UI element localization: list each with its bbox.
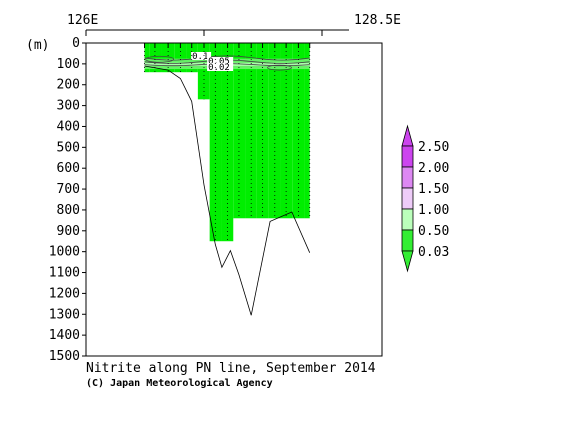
- y-tick-label: 600: [57, 161, 80, 176]
- colorbar-level-label: 2.50: [418, 140, 449, 155]
- nitrite-fill-column: [245, 43, 257, 219]
- contour-layer: 0.1 0.050.02: [144, 43, 311, 242]
- contour-label-bg: [191, 52, 212, 60]
- colorbar: 2.50 2.00 1.50 1.00 0.50 0.03: [401, 124, 449, 273]
- y-tick-label: 1000: [49, 245, 80, 260]
- y-tick-label: 1200: [49, 286, 80, 301]
- colorbar-level-label: 1.50: [418, 182, 449, 197]
- nitrite-fill-column: [304, 43, 310, 219]
- contour-label: 0.02: [208, 63, 230, 73]
- colorbar-segment: [401, 145, 414, 168]
- colorbar-segment: [401, 166, 414, 189]
- y-unit-label: (m): [26, 38, 49, 53]
- bathymetry-layer: [144, 65, 311, 316]
- contour-label: 0.05: [208, 57, 230, 67]
- y-tick-label: 1500: [49, 349, 80, 364]
- contour-line-0.02: [144, 55, 310, 61]
- y-tick-label: 500: [57, 140, 80, 155]
- nitrite-fill-column: [221, 43, 234, 242]
- nitrite-fill-layer: [144, 43, 310, 242]
- colorbar-level-label: 0.03: [418, 245, 449, 260]
- contour-label-bg: [207, 57, 234, 65]
- contour-label: 0.1: [192, 52, 208, 62]
- bathymetry-line: [144, 65, 311, 316]
- y-tick-label: 1100: [49, 266, 80, 281]
- nitrite-fill-column: [268, 43, 281, 219]
- nitrite-fill-column: [256, 43, 269, 219]
- top-axis-label-start: 126E: [67, 13, 98, 28]
- plot-frame: [85, 42, 383, 357]
- contour-eddy-west: [145, 55, 175, 63]
- colorbar-segment: [401, 187, 414, 210]
- colorbar-level-label: 1.00: [418, 203, 449, 218]
- y-tick-label: 1300: [49, 307, 80, 322]
- credit-text: (C) Japan Meteorological Agency: [86, 377, 273, 389]
- contour-label-bg: [207, 63, 234, 71]
- y-tick-label: 900: [57, 224, 80, 239]
- colorbar-segment: [401, 229, 414, 252]
- contour-eddy-east: [267, 64, 292, 71]
- colorbar-top-arrow: [401, 124, 414, 147]
- top-axis-label-end: 128.5E: [354, 13, 401, 28]
- chart-title: Nitrite along PN line, September 2014: [86, 361, 376, 376]
- nitrite-fill-column: [174, 43, 187, 73]
- nitrite-fill-column: [292, 43, 305, 219]
- y-tick-label: 100: [57, 57, 80, 72]
- nitrite-fill-column: [233, 43, 246, 219]
- y-axis: 0 100 200 300 400 500 600 700 800 900 1000 1100 1200…: [49, 36, 86, 364]
- colorbar-level-label: 2.00: [418, 161, 449, 176]
- y-tick-label: 400: [57, 119, 80, 134]
- colorbar-segment: [401, 208, 414, 231]
- y-tick-label: 800: [57, 203, 80, 218]
- colorbar-bottom-arrow: [401, 250, 414, 273]
- y-tick-label: 200: [57, 78, 80, 93]
- nitrite-fill-column: [209, 43, 222, 242]
- y-tick-label: 1400: [49, 328, 80, 343]
- nitrite-fill-column: [149, 43, 162, 73]
- y-tick-label: 700: [57, 182, 80, 197]
- colorbar-level-label: 0.50: [418, 224, 449, 239]
- nitrite-fill-column: [280, 43, 293, 219]
- y-tick-label: 300: [57, 99, 80, 114]
- y-tick-label: 0: [72, 36, 80, 51]
